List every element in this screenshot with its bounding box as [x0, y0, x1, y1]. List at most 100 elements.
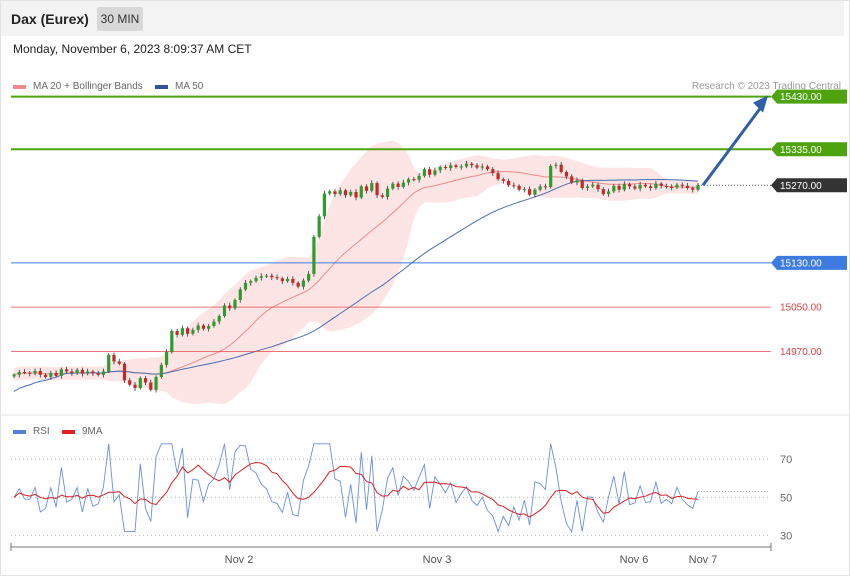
rsi-level-label-70: 70	[780, 454, 792, 466]
candle-body	[207, 326, 211, 329]
candle-body	[154, 376, 158, 390]
candle-body	[217, 316, 221, 322]
candle-body	[80, 369, 84, 374]
candle-body	[401, 182, 405, 187]
candle-body	[228, 305, 232, 309]
candle-body	[659, 183, 663, 186]
header-bar: Dax (Eurex) 30 MIN	[1, 1, 844, 36]
candle-body	[49, 373, 53, 377]
candle-body	[264, 275, 269, 277]
candle-body	[364, 186, 369, 191]
x-tick-label: Nov 3	[423, 554, 452, 566]
candle-body	[675, 184, 679, 188]
candle-body	[301, 280, 305, 287]
candle-body	[317, 216, 321, 237]
candle-body	[65, 369, 69, 372]
candle-body	[633, 186, 637, 189]
candle-body	[259, 276, 263, 278]
candle-body	[606, 191, 611, 195]
copyright-text: Research © 2023 Trading Central	[691, 81, 841, 92]
candle-body	[270, 275, 274, 278]
candle-body	[338, 190, 342, 195]
candle-body	[438, 166, 442, 171]
candle-body	[649, 186, 653, 189]
legend-rsi: RSI	[13, 426, 50, 437]
candle-body	[349, 191, 353, 196]
candle-body	[138, 378, 142, 389]
candle-body	[454, 165, 458, 167]
legend-rsi-label: RSI	[33, 426, 50, 437]
candle-body	[580, 180, 584, 189]
candle-body	[133, 384, 137, 389]
candle-body	[286, 278, 290, 282]
candle-body	[601, 189, 605, 195]
candle-body	[122, 363, 127, 381]
candle-body	[96, 373, 100, 375]
candle-body	[12, 374, 16, 377]
candle-body	[459, 166, 463, 168]
candle-body	[638, 184, 642, 189]
level-label-1: 15335.00	[780, 145, 822, 156]
candle-body	[407, 179, 411, 183]
candle-body	[464, 163, 469, 167]
candle-body	[612, 185, 616, 192]
candle-body	[533, 189, 537, 195]
candle-body	[575, 180, 579, 183]
candle-body	[33, 370, 37, 374]
level-label-5: 14970.00	[780, 347, 822, 358]
x-tick-label: Nov 7	[689, 554, 718, 566]
level-tag-0	[771, 89, 847, 104]
ma50-swatch	[155, 84, 168, 89]
candle-body	[354, 191, 358, 198]
legend-9ma: 9MA	[62, 426, 103, 437]
candle-body	[212, 321, 216, 327]
candle-body	[38, 370, 42, 375]
level-label-0: 15430.00	[780, 92, 822, 103]
legend-ma20: MA 20 + Bollinger Bands	[13, 81, 143, 92]
candle-body	[591, 184, 595, 187]
candle-body	[43, 374, 48, 377]
candle-body	[491, 169, 495, 174]
candle-body	[22, 372, 27, 374]
candle-body	[596, 184, 600, 190]
candle-body	[280, 278, 284, 282]
candle-body	[391, 183, 395, 189]
candle-body	[312, 236, 316, 274]
candle-body	[496, 173, 500, 180]
candle-body	[186, 328, 190, 334]
candle-body	[622, 184, 626, 190]
legend-9ma-label: 9MA	[82, 426, 103, 437]
level-tag-1	[771, 142, 847, 157]
candle-body	[175, 331, 179, 335]
timeframe-badge[interactable]: 30 MIN	[97, 7, 143, 31]
candle-body	[664, 185, 669, 187]
candle-body	[233, 299, 237, 309]
rsi-line	[13, 443, 699, 533]
candle-body	[696, 185, 700, 190]
candle-body	[485, 166, 490, 170]
rsi-swatch	[13, 429, 26, 434]
level-label-current: 15270.00	[780, 181, 822, 192]
candle-body	[249, 281, 253, 283]
candle-body	[328, 191, 332, 194]
legend-ma20-label: MA 20 + Bollinger Bands	[33, 81, 143, 92]
candle-body	[322, 193, 327, 217]
forecast-arrow	[701, 107, 762, 187]
candle-body	[107, 354, 111, 372]
candle-body	[549, 165, 553, 187]
candle-body	[159, 364, 163, 377]
candle-body	[470, 163, 474, 166]
level-label-4: 15050.00	[780, 303, 822, 314]
candle-body	[443, 166, 448, 169]
candle-body	[370, 183, 374, 191]
candle-body	[422, 169, 426, 176]
candle-body	[643, 184, 647, 187]
candle-body	[449, 165, 453, 169]
candle-body	[275, 277, 279, 279]
candle-body	[628, 184, 632, 187]
candle-body	[91, 371, 95, 374]
candle-body	[17, 372, 21, 375]
candle-body	[196, 325, 200, 330]
candle-body	[70, 371, 74, 374]
